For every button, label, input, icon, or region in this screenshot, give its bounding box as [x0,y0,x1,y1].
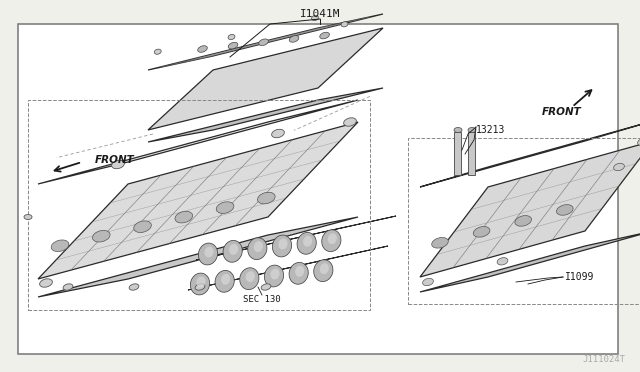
Ellipse shape [278,238,287,250]
Ellipse shape [320,263,329,274]
Ellipse shape [432,237,448,248]
Ellipse shape [454,128,462,132]
Ellipse shape [273,235,292,257]
Ellipse shape [215,270,234,292]
Ellipse shape [322,230,341,251]
Ellipse shape [271,269,280,279]
Ellipse shape [264,265,284,287]
Text: J111024T: J111024T [582,355,625,364]
Ellipse shape [134,221,151,232]
Ellipse shape [257,192,275,204]
Ellipse shape [614,163,625,171]
Text: SEC 130: SEC 130 [243,295,281,305]
Ellipse shape [63,284,73,290]
Ellipse shape [474,227,490,237]
Text: I1099: I1099 [565,272,595,282]
Text: FRONT: FRONT [542,107,582,117]
FancyBboxPatch shape [468,131,476,174]
Ellipse shape [341,22,348,27]
Ellipse shape [196,276,205,288]
Ellipse shape [240,268,259,289]
Ellipse shape [216,202,234,214]
FancyBboxPatch shape [454,131,461,174]
Text: FRONT: FRONT [95,155,135,165]
Text: I1041M: I1041M [300,9,340,19]
Ellipse shape [229,244,238,255]
Polygon shape [148,14,383,70]
Ellipse shape [557,205,573,215]
Polygon shape [38,217,358,297]
Ellipse shape [261,284,271,290]
Polygon shape [148,88,383,142]
Ellipse shape [515,216,531,226]
Ellipse shape [637,138,640,146]
Ellipse shape [289,262,308,284]
Ellipse shape [295,266,304,277]
Ellipse shape [312,15,319,20]
Ellipse shape [253,241,263,252]
Ellipse shape [497,258,508,265]
Polygon shape [38,100,358,184]
Ellipse shape [259,39,268,46]
Bar [408,138,640,304]
Ellipse shape [223,240,243,262]
Ellipse shape [111,160,124,169]
Ellipse shape [344,118,356,126]
Ellipse shape [328,233,337,244]
Bar [18,24,618,354]
Ellipse shape [190,273,210,295]
Ellipse shape [221,274,230,285]
Ellipse shape [129,284,139,290]
Ellipse shape [248,238,267,260]
Ellipse shape [154,49,161,54]
Polygon shape [196,216,396,260]
Ellipse shape [303,236,312,247]
Polygon shape [188,246,388,290]
Ellipse shape [271,129,284,138]
Ellipse shape [198,243,218,265]
Ellipse shape [195,284,205,290]
Ellipse shape [246,271,255,282]
Ellipse shape [320,32,330,39]
Ellipse shape [228,42,238,49]
Ellipse shape [51,240,69,251]
Ellipse shape [198,46,207,52]
Ellipse shape [289,36,299,42]
Ellipse shape [40,279,52,287]
Text: 13213: 13213 [476,125,506,135]
Polygon shape [38,122,358,279]
Ellipse shape [204,247,214,257]
Ellipse shape [92,230,110,242]
Ellipse shape [297,232,316,254]
Polygon shape [148,28,383,130]
Ellipse shape [468,128,476,132]
Polygon shape [420,121,640,187]
Ellipse shape [314,260,333,282]
Polygon shape [420,141,640,277]
Ellipse shape [422,278,433,286]
Ellipse shape [24,215,32,219]
Ellipse shape [228,35,235,39]
Bar [28,100,370,310]
Polygon shape [420,231,640,292]
Ellipse shape [175,211,193,223]
